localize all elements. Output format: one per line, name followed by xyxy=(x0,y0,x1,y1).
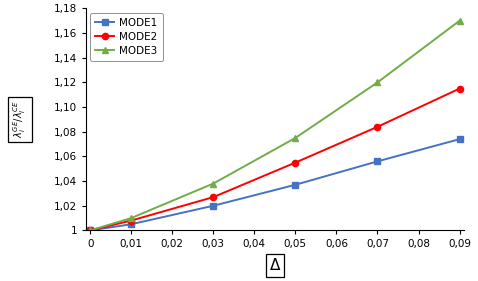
MODE3 xyxy=(87,229,93,232)
MODE3 xyxy=(210,182,216,185)
MODE1 xyxy=(375,160,380,163)
MODE3 xyxy=(456,19,462,22)
Line: MODE3: MODE3 xyxy=(87,18,463,234)
MODE1 xyxy=(210,204,216,207)
MODE3 xyxy=(293,136,298,140)
Line: MODE1: MODE1 xyxy=(87,136,463,234)
MODE3 xyxy=(375,81,380,84)
MODE2 xyxy=(375,125,380,128)
MODE2 xyxy=(128,219,134,222)
Legend: MODE1, MODE2, MODE3: MODE1, MODE2, MODE3 xyxy=(90,13,163,61)
MODE1 xyxy=(128,223,134,226)
MODE1 xyxy=(293,183,298,187)
MODE3 xyxy=(128,216,134,220)
MODE1 xyxy=(87,229,93,232)
X-axis label: Δ: Δ xyxy=(270,258,280,273)
MODE1 xyxy=(456,137,462,141)
MODE2 xyxy=(210,196,216,199)
Text: $\lambda_i^{GE}/\lambda_i^{CE}$: $\lambda_i^{GE}/\lambda_i^{CE}$ xyxy=(11,101,28,138)
Line: MODE2: MODE2 xyxy=(87,85,463,234)
MODE2 xyxy=(293,161,298,164)
MODE2 xyxy=(87,229,93,232)
MODE2 xyxy=(456,87,462,90)
